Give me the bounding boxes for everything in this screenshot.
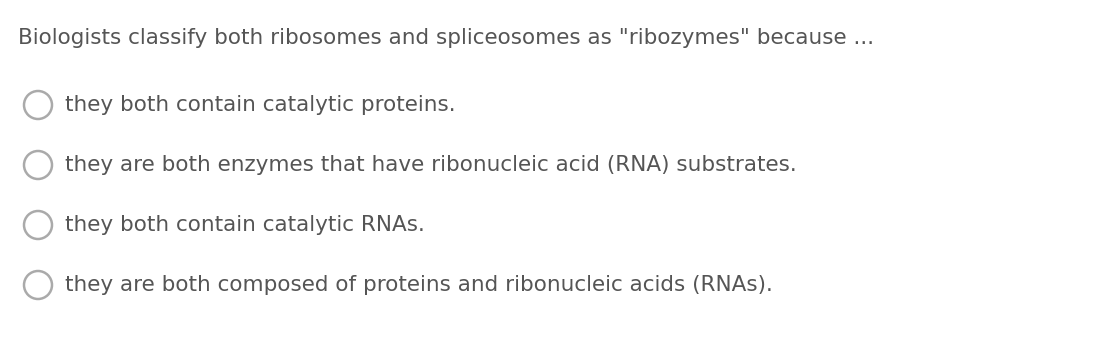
Text: they are both composed of proteins and ribonucleic acids (RNAs).: they are both composed of proteins and r… [65,275,773,295]
Text: they are both enzymes that have ribonucleic acid (RNA) substrates.: they are both enzymes that have ribonucl… [65,155,797,175]
Text: they both contain catalytic proteins.: they both contain catalytic proteins. [65,95,456,115]
Text: Biologists classify both ribosomes and spliceosomes as "ribozymes" because ...: Biologists classify both ribosomes and s… [18,28,875,48]
Text: they both contain catalytic RNAs.: they both contain catalytic RNAs. [65,215,425,235]
